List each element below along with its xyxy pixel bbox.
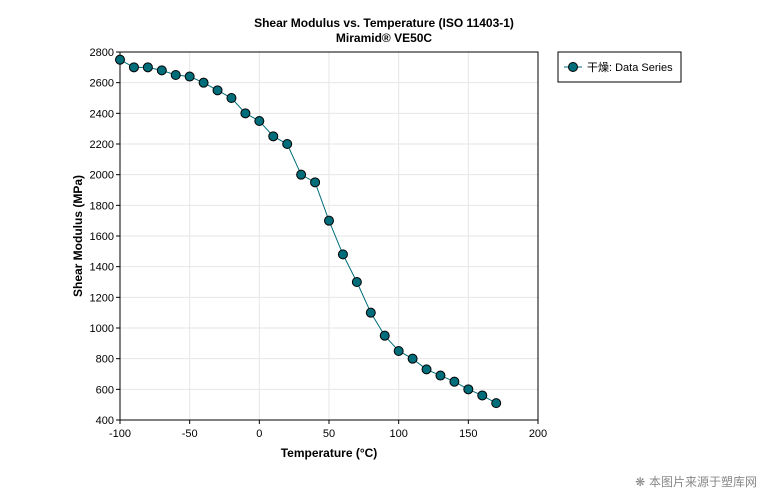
y-axis-label: Shear Modulus (MPa) xyxy=(71,175,85,297)
data-point xyxy=(491,398,502,409)
data-point xyxy=(115,54,125,65)
x-tick-label: 200 xyxy=(529,428,547,440)
chart-subtitle: Miramid® VE50C xyxy=(336,31,433,45)
data-point xyxy=(351,277,362,287)
y-tick-label: 2200 xyxy=(90,139,114,151)
data-point xyxy=(254,116,265,126)
y-tick-label: 1400 xyxy=(90,262,114,274)
x-tick-label: 100 xyxy=(389,428,407,440)
data-point xyxy=(463,384,474,395)
data-point xyxy=(128,62,139,73)
data-point xyxy=(310,177,321,188)
grid xyxy=(119,51,539,421)
y-tick-label: 800 xyxy=(96,354,114,366)
data-point xyxy=(365,307,376,318)
data-point xyxy=(142,62,153,73)
data-point xyxy=(240,108,251,119)
x-tick-label: 0 xyxy=(256,428,262,440)
series-line xyxy=(119,59,497,404)
y-tick-label: 2800 xyxy=(90,47,114,59)
data-point xyxy=(421,364,432,375)
data-point xyxy=(184,71,195,82)
watermark-text: 本图片来源于塑库网 xyxy=(648,475,757,489)
data-point xyxy=(170,70,181,80)
y-tick-label: 2400 xyxy=(90,108,114,120)
data-point xyxy=(435,370,446,381)
x-axis-label: Temperature (°C) xyxy=(281,446,378,460)
legend-label: 干燥: Data Series xyxy=(587,61,673,74)
data-point xyxy=(449,376,460,387)
data-point xyxy=(296,169,307,180)
data-point xyxy=(198,77,209,88)
series xyxy=(115,54,502,409)
data-point xyxy=(156,65,167,76)
chart-title: Shear Modulus vs. Temperature (ISO 11403… xyxy=(254,16,514,30)
data-point xyxy=(337,249,348,260)
x-tick-label: 150 xyxy=(459,428,477,440)
legend: 干燥: Data Series xyxy=(557,51,682,83)
data-point xyxy=(226,93,237,103)
data-point xyxy=(324,215,334,226)
y-tick-label: 2600 xyxy=(90,78,114,90)
data-point xyxy=(282,139,293,149)
x-tick-label: 50 xyxy=(323,428,335,440)
y-tick-label: 600 xyxy=(96,384,114,396)
y-tick-label: 1600 xyxy=(90,231,114,243)
data-point xyxy=(477,390,488,401)
y-tick-label: 400 xyxy=(96,415,114,427)
legend-marker xyxy=(568,62,578,72)
data-point xyxy=(393,346,404,356)
y-tick-label: 1800 xyxy=(90,200,114,212)
data-point xyxy=(407,353,418,364)
axes: 4006008001000120014001600180020002200240… xyxy=(90,47,548,440)
data-point xyxy=(379,330,390,341)
y-tick-label: 1200 xyxy=(90,292,114,304)
y-tick-label: 2000 xyxy=(90,170,114,182)
watermark-icon: ❋ xyxy=(635,475,649,489)
y-tick-label: 1000 xyxy=(90,323,114,335)
x-tick-label: -50 xyxy=(182,428,198,440)
data-point xyxy=(212,85,223,96)
data-point xyxy=(268,131,279,142)
watermark: ❋ 本图片来源于塑库网 xyxy=(635,473,757,490)
x-tick-label: -100 xyxy=(109,428,131,440)
